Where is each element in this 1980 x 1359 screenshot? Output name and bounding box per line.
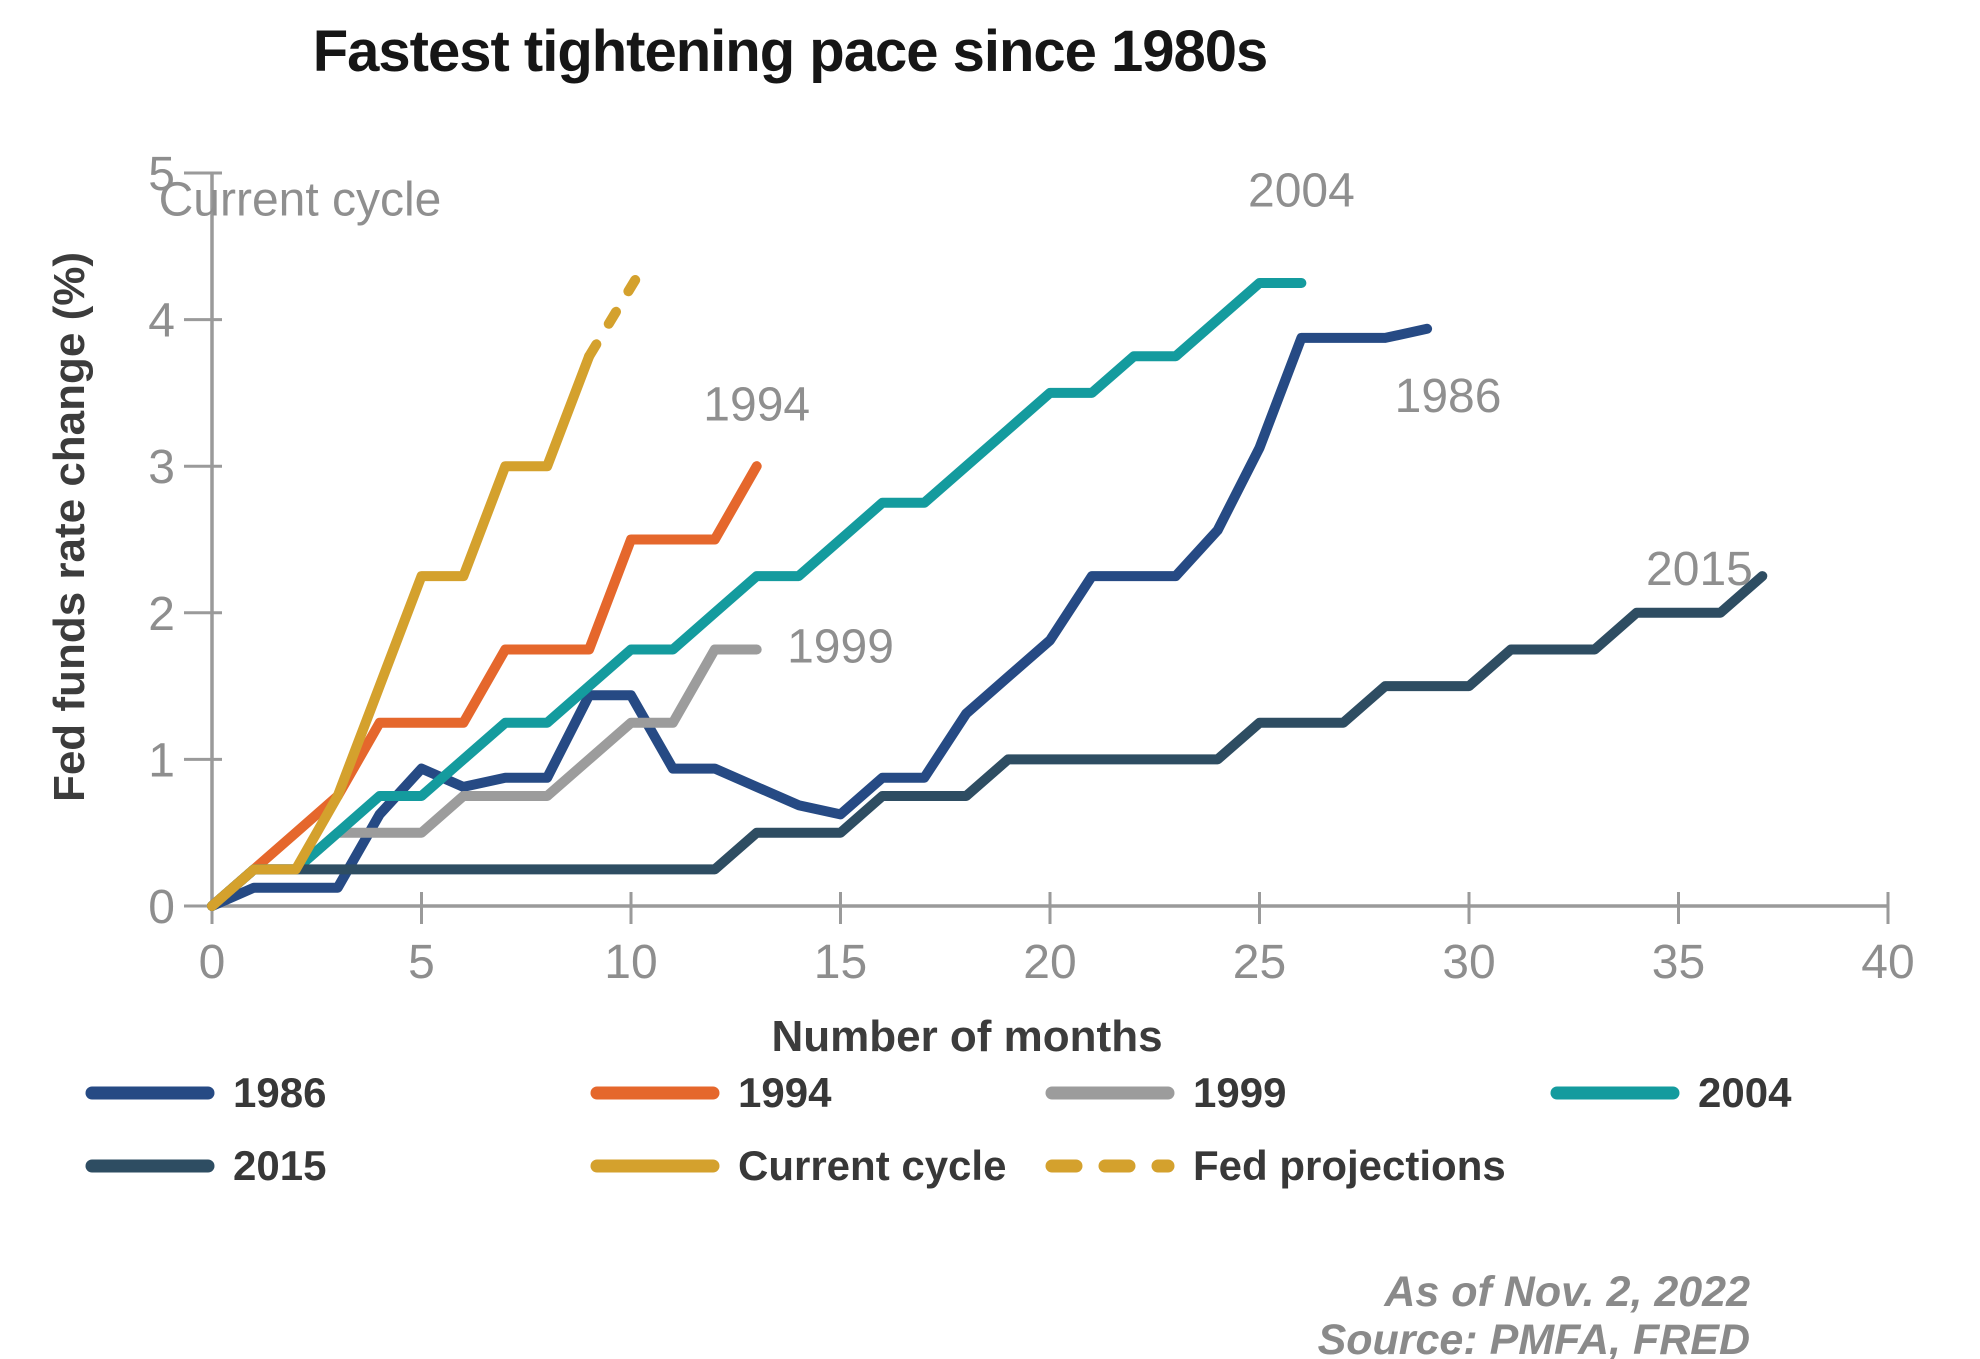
y-tick-label-2: 2 <box>148 588 175 641</box>
series-line-2015 <box>207 571 1768 911</box>
annotation-2015: 2015 <box>1646 543 1753 596</box>
series-line-current-cycle <box>207 351 595 911</box>
y-tick-label-1: 1 <box>148 734 175 787</box>
annotation-1986: 1986 <box>1395 370 1502 423</box>
series-line-fed-projections <box>584 275 641 362</box>
x-tick-label-30: 30 <box>1442 936 1495 989</box>
x-tick-label-20: 20 <box>1023 936 1076 989</box>
footnote-source: Source: PMFA, FRED <box>1317 1316 1750 1359</box>
annotation-1994: 1994 <box>703 379 810 432</box>
annotation-2004: 2004 <box>1248 165 1355 218</box>
annotation-current-cycle: Current cycle <box>159 173 442 226</box>
x-tick-label-40: 40 <box>1861 936 1914 989</box>
series-line-1986 <box>207 323 1433 911</box>
footnote-as-of: As of Nov. 2, 2022 <box>1384 1268 1750 1316</box>
y-tick-label-4: 4 <box>148 295 175 348</box>
x-tick-label-25: 25 <box>1233 936 1286 989</box>
x-tick-label-35: 35 <box>1652 936 1705 989</box>
y-tick-label-0: 0 <box>148 881 175 934</box>
series-line-2004 <box>207 278 1307 911</box>
x-tick-label-0: 0 <box>199 936 226 989</box>
y-tick-label-3: 3 <box>148 441 175 494</box>
annotation-1999: 1999 <box>787 621 894 674</box>
x-tick-label-10: 10 <box>604 936 657 989</box>
x-tick-label-5: 5 <box>408 936 435 989</box>
x-tick-label-15: 15 <box>814 936 867 989</box>
x-axis-title: Number of months <box>771 1012 1163 1061</box>
y-tick-label-5: 5 <box>148 148 175 201</box>
series-line-1994 <box>207 461 762 911</box>
chart-title: Fastest tightening pace since 1980s <box>312 19 1269 84</box>
